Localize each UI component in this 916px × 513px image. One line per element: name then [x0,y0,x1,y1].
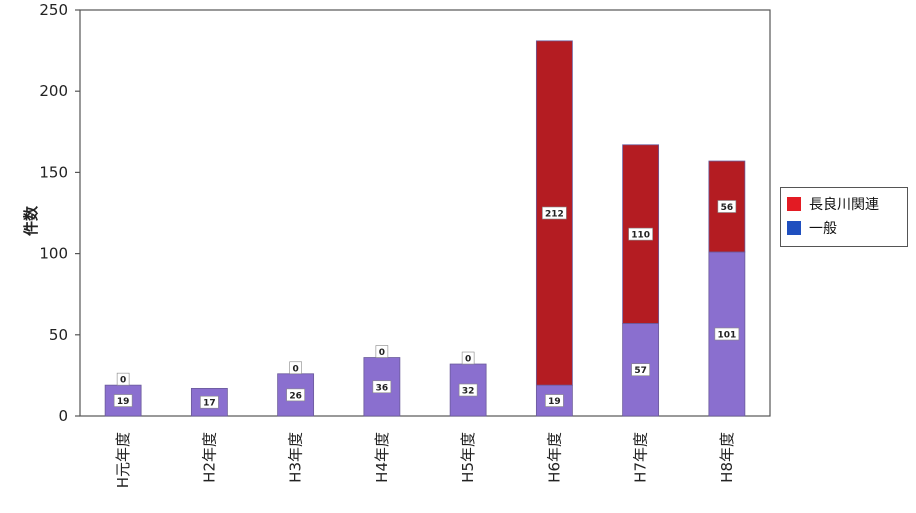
data-label-box [545,394,564,407]
data-label-box [458,383,478,397]
data-label: 26 [289,391,302,401]
data-label: 56 [721,203,734,213]
y-tick-label: 50 [49,326,68,344]
data-label: 110 [631,231,650,241]
plot-area [79,9,771,417]
x-tick-label: H元年度 [114,432,132,488]
data-label-box [717,200,737,213]
bar-segment [104,384,142,417]
data-label-box [289,361,302,375]
data-label-box [286,388,305,402]
data-label: 0 [379,348,385,358]
y-axis-label: 件数 [22,205,40,236]
data-label: 19 [117,397,130,407]
data-label-box [113,394,133,407]
x-tick-label: H8年度 [718,432,736,483]
legend-item-nagaragawa: 長良川関連 [787,192,901,216]
data-label: 57 [634,366,647,376]
data-label-box [628,227,653,241]
data-label: 36 [376,383,389,393]
x-tick-label: H7年度 [632,432,650,483]
x-tick-label: H3年度 [287,432,305,483]
x-tick-label: H6年度 [545,432,563,483]
y-tick-label: 150 [39,163,68,181]
data-label: 32 [462,387,475,397]
data-label-box [461,351,475,365]
y-tick-label: 0 [58,407,68,425]
data-label: 0 [465,355,471,365]
legend-label-nagaragawa: 長良川関連 [809,197,879,213]
y-tick-label: 250 [39,1,68,19]
data-label-box [375,345,389,358]
data-label-box [372,380,392,394]
data-label-box [116,372,130,386]
data-label: 0 [120,376,126,386]
legend-swatch-general [787,221,801,235]
legend-label-general: 一般 [809,221,837,237]
y-tick-label: 200 [39,82,68,100]
legend-item-general: 一般 [787,216,901,240]
x-tick-label: H5年度 [459,432,477,483]
data-label: 0 [292,364,298,374]
data-label-box [631,363,650,377]
data-label: 17 [203,399,216,409]
x-tick-label: H2年度 [200,432,218,483]
data-label: 101 [717,330,736,340]
data-label-box [200,395,219,409]
data-label: 212 [545,210,564,220]
legend: 長良川関連 一般 [780,187,908,247]
data-label-box [542,206,567,220]
data-label: 19 [548,397,561,407]
legend-swatch-nagaragawa [787,197,801,211]
data-label-box [714,327,740,341]
y-tick-label: 100 [39,245,68,263]
x-tick-label: H4年度 [373,432,391,483]
